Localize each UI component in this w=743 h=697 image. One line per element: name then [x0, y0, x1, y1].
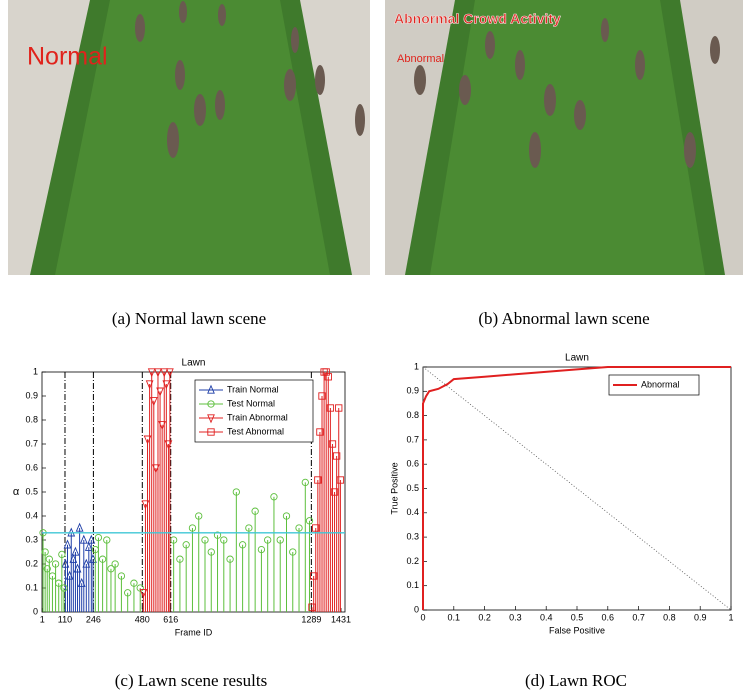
y-tick-label: 0.3 — [406, 531, 419, 541]
y-tick-label: 0.5 — [406, 483, 419, 493]
y-tick-label: 0 — [33, 606, 38, 616]
x-tick-label: 0.9 — [694, 612, 707, 622]
x-tick-label: 110 — [58, 614, 72, 624]
image-abnormal: Abnormal Crowd Activity Abnormal — [385, 0, 743, 275]
y-tick-label: 0.2 — [25, 558, 38, 568]
y-tick-label: 0.5 — [25, 486, 38, 496]
y-tick-label: 0.7 — [25, 438, 38, 448]
x-tick-label: 0.7 — [632, 612, 645, 622]
y-tick-label: 0.9 — [25, 390, 38, 400]
image-normal: Normal — [8, 0, 370, 275]
y-tick-label: 0.8 — [25, 414, 38, 424]
y-tick-label: 0.6 — [25, 462, 38, 472]
x-tick-label: 616 — [163, 614, 178, 624]
caption: (b) Abnormal lawn scene — [478, 309, 649, 328]
y-tick-label: 0.4 — [406, 507, 419, 517]
x-tick-label: 0.1 — [448, 612, 461, 622]
y-tick-label: 0.3 — [25, 534, 38, 544]
x-tick-label: 480 — [135, 614, 150, 624]
x-tick-label: 0.3 — [509, 612, 522, 622]
overlay-text: Abnormal Crowd Activity — [394, 11, 561, 27]
y-axis-label: True Positive — [389, 462, 399, 514]
legend-label: Abnormal — [641, 379, 680, 389]
x-tick-label: 0.2 — [478, 612, 491, 622]
caption: (c) Lawn scene results — [115, 671, 267, 690]
x-tick-label: 1 — [728, 612, 733, 622]
y-tick-label: 1 — [414, 361, 419, 371]
x-tick-label: 0 — [420, 612, 425, 622]
y-tick-label: 0.9 — [406, 386, 419, 396]
y-tick-label: 0.2 — [406, 556, 419, 566]
chart-title: Lawn — [565, 353, 589, 364]
x-tick-label: 0.6 — [602, 612, 615, 622]
y-tick-label: 0.8 — [406, 410, 419, 420]
legend-label: Test Normal — [227, 398, 275, 408]
overlay-text: Normal — [27, 43, 108, 71]
chart-title: Lawn — [182, 358, 206, 369]
figure: Normal Abnormal Crowd Activity Abnormal … — [0, 0, 743, 697]
legend-label: Train Normal — [227, 384, 279, 394]
x-axis-label: False Positive — [549, 625, 605, 635]
caption: (a) Normal lawn scene — [112, 309, 266, 328]
y-tick-label: 0.1 — [25, 582, 38, 592]
legend-label: Test Abnormal — [227, 426, 284, 436]
y-tick-label: 0.4 — [25, 510, 38, 520]
x-tick-label: 1 — [40, 614, 45, 624]
y-tick-label: 0 — [414, 604, 419, 614]
y-tick-label: 0.1 — [406, 580, 419, 590]
overlay-text: Abnormal — [397, 53, 444, 65]
x-axis-label: Frame ID — [175, 627, 213, 637]
x-tick-label: 1289 — [301, 614, 321, 624]
y-tick-label: 0.7 — [406, 434, 419, 444]
y-tick-label: 1 — [33, 366, 38, 376]
x-tick-label: 0.5 — [571, 612, 584, 622]
y-axis-label: α — [13, 486, 20, 498]
x-tick-label: 246 — [86, 614, 101, 624]
x-tick-label: 0.4 — [540, 612, 553, 622]
legend-label: Train Abnormal — [227, 412, 288, 422]
x-tick-label: 1431 — [331, 614, 351, 624]
y-tick-label: 0.6 — [406, 459, 419, 469]
caption: (d) Lawn ROC — [525, 671, 627, 690]
x-tick-label: 0.8 — [663, 612, 676, 622]
